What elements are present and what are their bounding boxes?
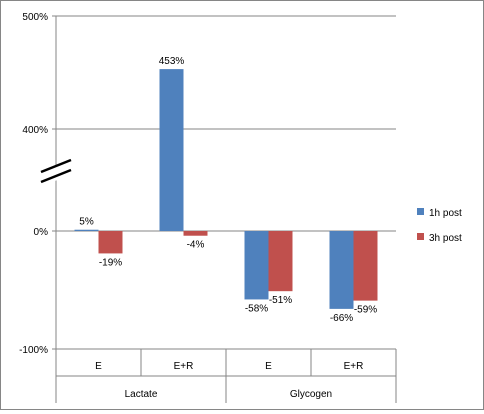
data-label-1-1: -4% [187,240,205,251]
bar-3h-post-2 [268,231,293,292]
x-category-label-0: E [95,361,102,372]
y-tick-label-1: 0% [34,227,49,238]
data-label-0-0: 5% [79,217,94,228]
data-label-1-3: -59% [354,305,377,316]
y-tick-label-2: 400% [22,125,48,136]
bar-3h-post-3 [353,231,378,301]
axis-break-marker [39,158,73,186]
bar-1h-post-3 [329,231,354,309]
x-group-label-1: Glycogen [290,389,332,400]
legend-label-0: 1h post [429,208,462,219]
y-tick-labels: -100% 0% 400% 500% [19,12,48,356]
data-labels: 5% 453% -58% -66% -19% -4% -51% -59% [79,56,377,324]
bar-3h-post-1 [183,231,208,236]
x-category-label-2: E [265,361,272,372]
gridlines [56,15,396,232]
bar-1h-post-0 [74,229,99,231]
bars [74,69,378,309]
data-label-1-0: -19% [99,257,122,268]
x-axis-labels: E E+R E E+R Lactate Glycogen [95,361,363,400]
data-label-0-2: -58% [245,303,268,314]
axis-break-line-2 [40,168,72,184]
legend-swatch-0 [417,208,424,215]
axis-break-line-1 [40,158,72,174]
y-tick-label-3: 500% [22,12,48,23]
legend-label-1: 3h post [429,233,462,244]
legend-swatch-1 [417,233,424,240]
x-group-label-0: Lactate [125,389,158,400]
legend: 1h post 3h post [417,208,462,244]
x-category-label-1: E+R [174,361,194,372]
bar-3h-post-0 [98,231,123,254]
y-tick-label-0: -100% [19,345,48,356]
data-label-0-1: 453% [159,56,185,67]
bar-1h-post-2 [244,231,269,300]
bar-1h-post-1 [159,69,184,231]
data-label-1-2: -51% [269,295,292,306]
x-category-label-3: E+R [344,361,364,372]
axes [52,15,397,403]
data-label-0-3: -66% [330,313,353,324]
